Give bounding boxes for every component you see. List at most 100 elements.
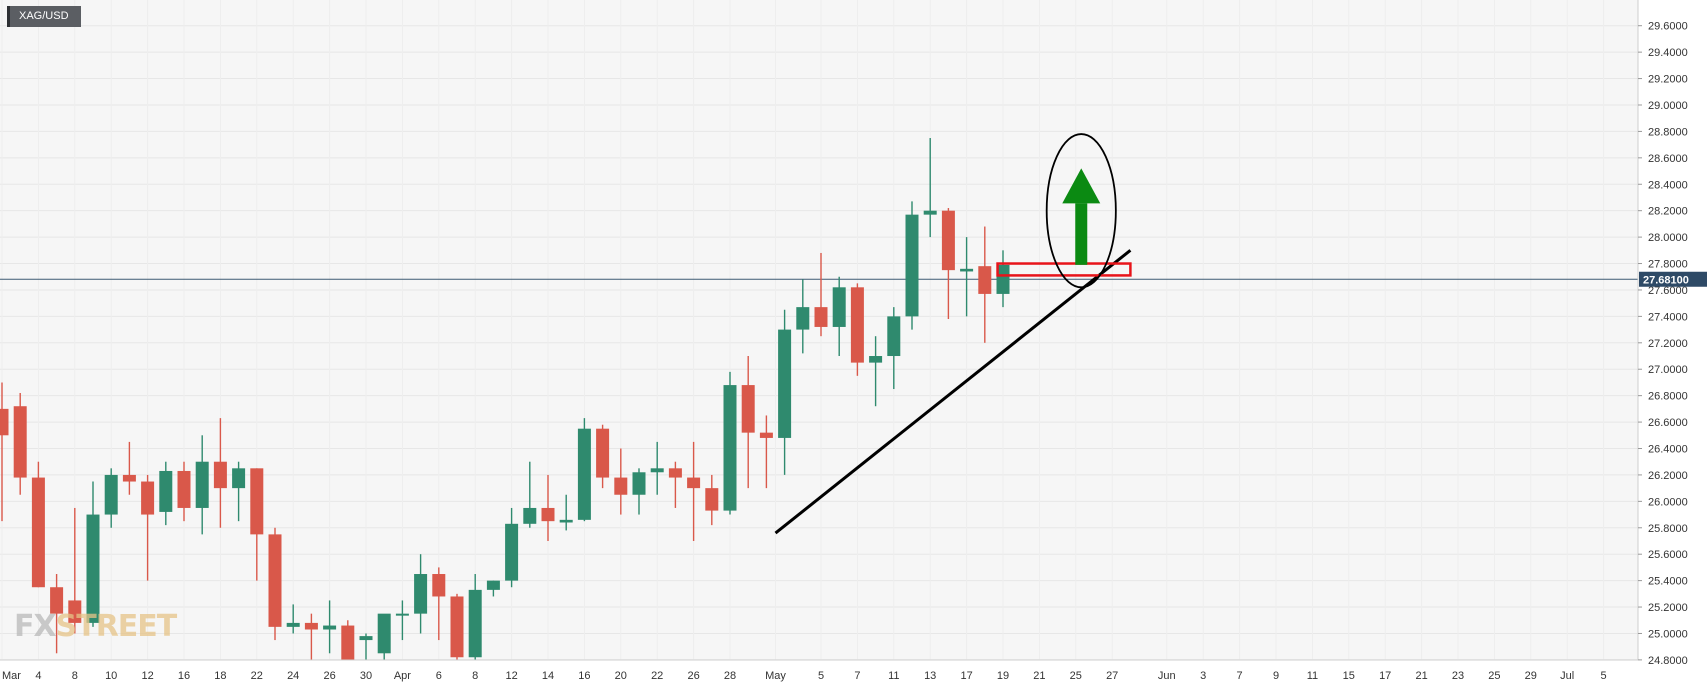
symbol-badge[interactable]: XAG/USD xyxy=(7,6,81,27)
candle-body xyxy=(559,519,573,523)
annotations xyxy=(774,133,1132,535)
candle xyxy=(923,138,937,238)
time-tick-label: 29 xyxy=(1525,670,1537,682)
candle-body xyxy=(213,461,227,489)
candle-body xyxy=(814,307,828,327)
candle xyxy=(796,279,810,354)
time-tick-label: 9 xyxy=(1273,670,1279,682)
candle xyxy=(268,527,282,641)
price-tick-label: 28.6000 xyxy=(1648,153,1688,165)
candle xyxy=(505,507,519,588)
candle xyxy=(523,461,537,528)
time-tick-label: 5 xyxy=(1601,670,1607,682)
time-tick-label: Jul xyxy=(1560,670,1574,682)
candle xyxy=(213,418,227,528)
candle-body xyxy=(359,636,373,641)
price-tick-label: 28.4000 xyxy=(1648,179,1688,191)
candle-body xyxy=(0,408,9,436)
price-tick-label: 26.8000 xyxy=(1648,391,1688,403)
candle xyxy=(687,441,701,541)
time-tick-label: 17 xyxy=(1379,670,1391,682)
candles xyxy=(0,138,1010,674)
candle xyxy=(450,593,464,667)
candle xyxy=(887,307,901,390)
time-tick-label: 25 xyxy=(1488,670,1500,682)
price-tick-label: 29.2000 xyxy=(1648,74,1688,86)
time-tick-label: 12 xyxy=(141,670,153,682)
candle-body xyxy=(596,428,610,478)
candle-body xyxy=(960,268,974,272)
candle xyxy=(759,415,773,489)
candle xyxy=(395,600,409,641)
candle xyxy=(778,309,792,475)
price-axis-background xyxy=(1638,0,1707,687)
time-tick-label: 4 xyxy=(35,670,41,682)
candle-body xyxy=(486,580,500,590)
time-tick-label: 22 xyxy=(251,670,263,682)
candle xyxy=(177,461,191,522)
candle xyxy=(0,382,9,522)
candle xyxy=(668,461,682,508)
candle-body xyxy=(122,474,136,482)
candle-body xyxy=(668,468,682,478)
candle xyxy=(323,600,337,654)
candle xyxy=(905,201,919,330)
candle xyxy=(122,441,136,495)
price-tick-label: 26.2000 xyxy=(1648,470,1688,482)
candle xyxy=(850,283,864,376)
candle xyxy=(195,435,209,535)
price-tick-label: 25.6000 xyxy=(1648,549,1688,561)
candle-body xyxy=(268,534,282,627)
candle xyxy=(559,494,573,531)
candle-body xyxy=(341,625,355,667)
price-tick-label: 27.0000 xyxy=(1648,364,1688,376)
candle xyxy=(741,356,755,489)
candle-body xyxy=(104,474,118,515)
time-tick-label: 11 xyxy=(1307,670,1318,682)
time-tick-label: 21 xyxy=(1033,670,1045,682)
time-tick-label: 25 xyxy=(1070,670,1082,682)
time-tick-label: 11 xyxy=(888,670,899,682)
candle xyxy=(941,208,955,320)
candle xyxy=(832,276,846,357)
time-tick-label: 10 xyxy=(105,670,117,682)
candle xyxy=(996,250,1010,308)
time-tick-label: 22 xyxy=(651,670,663,682)
price-tick-label: 28.2000 xyxy=(1648,206,1688,218)
candle xyxy=(596,424,610,489)
candle-body xyxy=(232,468,246,489)
candle xyxy=(468,574,482,663)
price-tick-label: 24.8000 xyxy=(1648,655,1688,667)
arrow-head xyxy=(1062,168,1101,204)
time-tick-label: 5 xyxy=(818,670,824,682)
time-tick-label: 21 xyxy=(1415,670,1427,682)
price-tick-label: 27.2000 xyxy=(1648,338,1688,350)
time-tick-label: 26 xyxy=(323,670,335,682)
candle-body xyxy=(31,477,45,588)
current-price-label: 27.68100 xyxy=(1643,274,1689,286)
price-tick-label: 26.4000 xyxy=(1648,444,1688,456)
candle xyxy=(250,468,264,581)
candle xyxy=(159,461,173,526)
current-price-tag-box xyxy=(1639,271,1707,287)
price-tick-label: 26.6000 xyxy=(1648,417,1688,429)
candle-body xyxy=(741,385,755,433)
trendline xyxy=(774,249,1132,535)
candle-body xyxy=(377,613,391,654)
candle-body xyxy=(887,316,901,357)
time-tick-label: 28 xyxy=(724,670,736,682)
arrow-shaft xyxy=(1075,203,1088,265)
time-tick-label: 19 xyxy=(997,670,1009,682)
candle-body xyxy=(395,613,409,616)
candle-body xyxy=(141,481,155,515)
time-tick-label: Apr xyxy=(394,670,411,682)
candle-body xyxy=(832,287,846,327)
time-tick-label: 26 xyxy=(687,670,699,682)
candle xyxy=(978,226,992,343)
time-axis-background xyxy=(0,660,1638,687)
candle-body xyxy=(850,287,864,363)
price-tick-label: 27.6000 xyxy=(1648,285,1688,297)
time-tick-label: 8 xyxy=(72,670,78,682)
candle xyxy=(869,336,883,407)
